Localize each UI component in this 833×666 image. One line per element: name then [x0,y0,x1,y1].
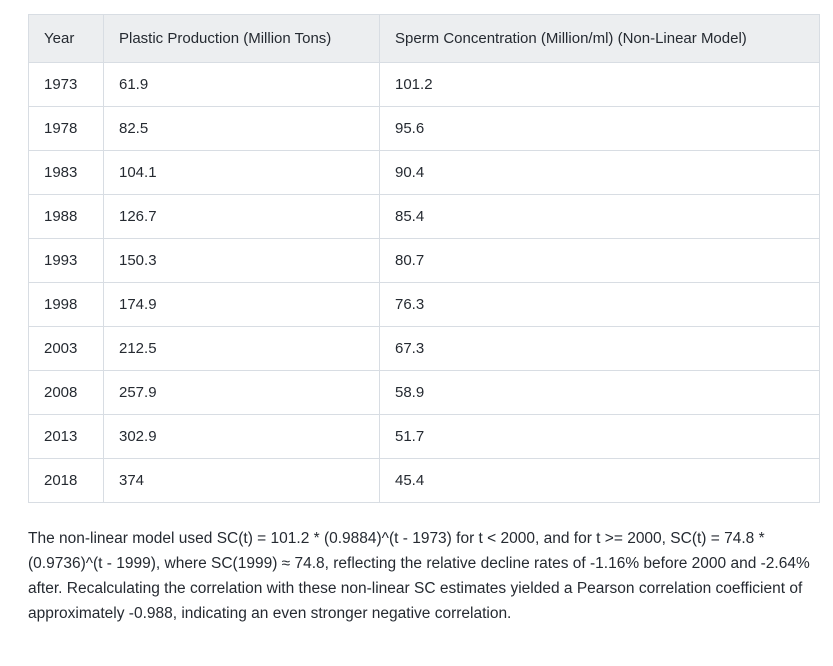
table-row: 1998 174.9 76.3 [28,282,820,327]
table-cell-year: 2013 [28,414,104,459]
table-row: 2018 374 45.4 [28,458,820,503]
table-cell-concentration: 85.4 [379,194,820,239]
table-cell-concentration: 76.3 [379,282,820,327]
table-cell-concentration: 101.2 [379,62,820,107]
table-cell-production: 212.5 [103,326,380,371]
table-row: 1993 150.3 80.7 [28,238,820,283]
table-cell-year: 2008 [28,370,104,415]
table-cell-concentration: 80.7 [379,238,820,283]
table-row: 1973 61.9 101.2 [28,62,820,107]
table-cell-production: 257.9 [103,370,380,415]
table-row: 2008 257.9 58.9 [28,370,820,415]
header-row: Year Plastic Production (Million Tons) S… [28,14,820,63]
table-cell-concentration: 45.4 [379,458,820,503]
column-header-year: Year [28,14,104,63]
table-cell-year: 2003 [28,326,104,371]
table-cell-production: 82.5 [103,106,380,151]
table-cell-year: 2018 [28,458,104,503]
table-cell-year: 1973 [28,62,104,107]
table-cell-concentration: 90.4 [379,150,820,195]
table-body: 1973 61.9 101.2 1978 82.5 95.6 1983 104.… [28,62,820,503]
table-cell-production: 126.7 [103,194,380,239]
table-cell-year: 1983 [28,150,104,195]
table-row: 2013 302.9 51.7 [28,414,820,459]
table-row: 1978 82.5 95.6 [28,106,820,151]
table-cell-concentration: 95.6 [379,106,820,151]
table-cell-production: 174.9 [103,282,380,327]
table-cell-year: 1988 [28,194,104,239]
table-cell-year: 1978 [28,106,104,151]
table-cell-concentration: 58.9 [379,370,820,415]
table-cell-production: 61.9 [103,62,380,107]
table-cell-production: 302.9 [103,414,380,459]
table-row: 1983 104.1 90.4 [28,150,820,195]
column-header-sperm-concentration: Sperm Concentration (Million/ml) (Non-Li… [379,14,820,63]
table-cell-concentration: 51.7 [379,414,820,459]
table-cell-production: 150.3 [103,238,380,283]
table-cell-year: 1998 [28,282,104,327]
table-cell-production: 374 [103,458,380,503]
model-note: The non-linear model used SC(t) = 101.2 … [28,530,810,622]
table-cell-concentration: 67.3 [379,326,820,371]
table-row: 1988 126.7 85.4 [28,194,820,239]
table-row: 2003 212.5 67.3 [28,326,820,371]
data-table: Year Plastic Production (Million Tons) S… [28,14,820,503]
column-header-plastic-production: Plastic Production (Million Tons) [103,14,380,63]
table-header: Year Plastic Production (Million Tons) S… [28,14,820,63]
table-cell-production: 104.1 [103,150,380,195]
table-cell-year: 1993 [28,238,104,283]
